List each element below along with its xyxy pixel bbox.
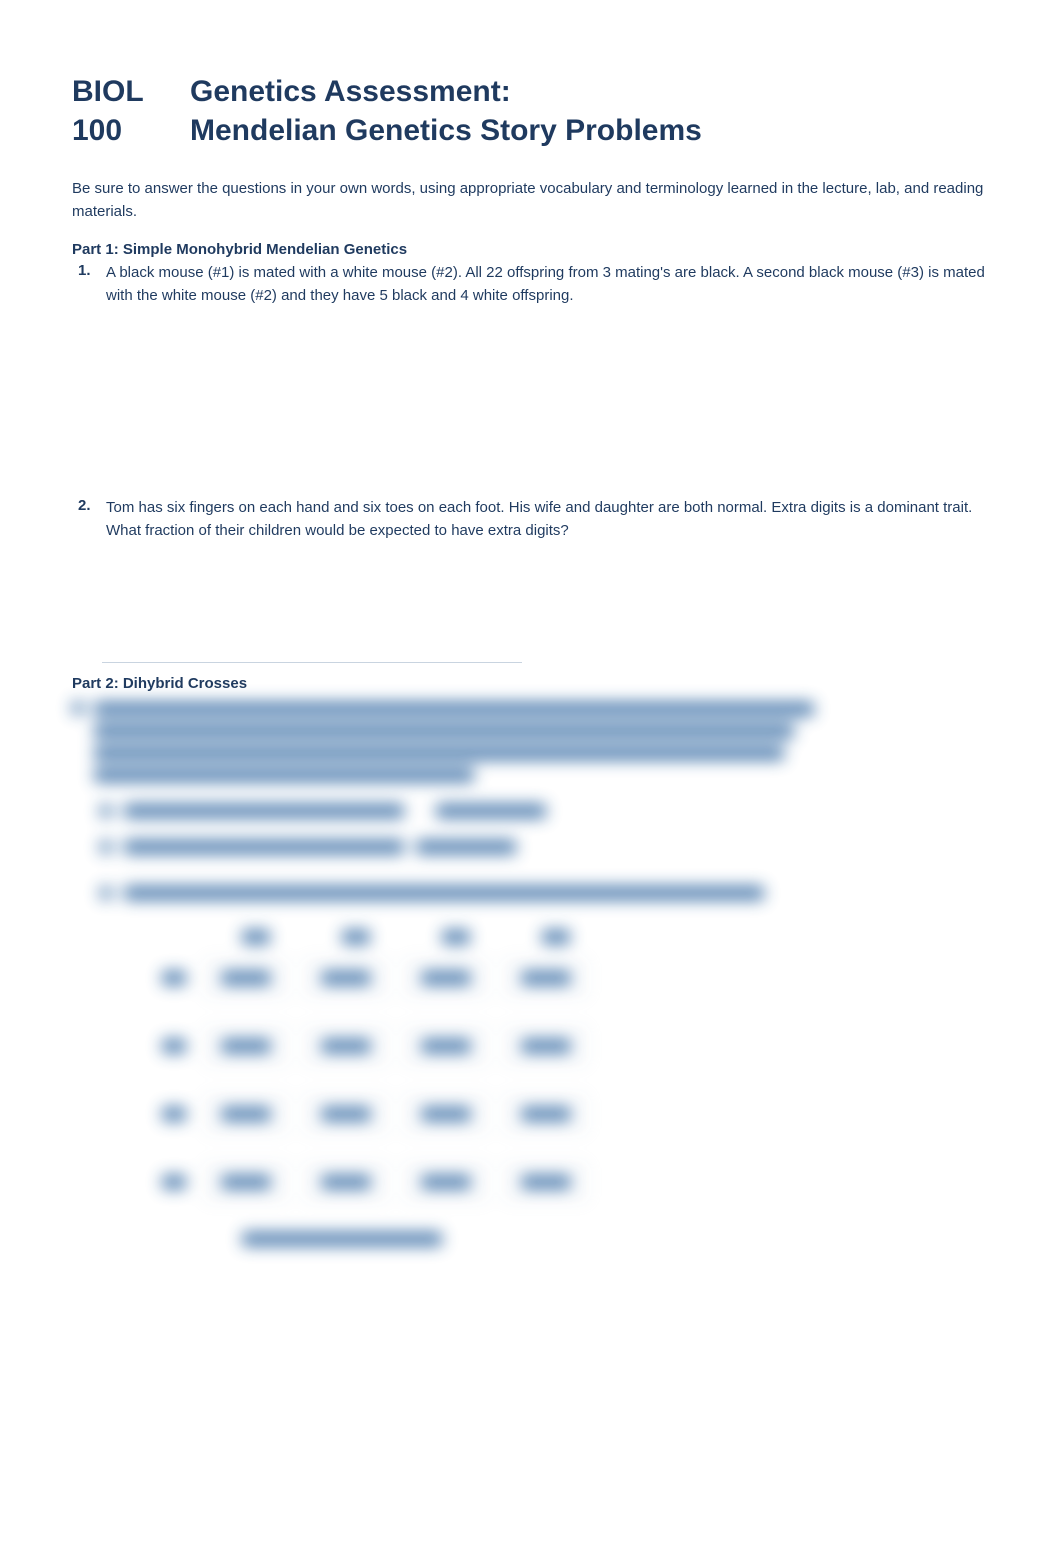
blurred-sub-text [124,804,404,818]
punnett-row-label [162,1107,186,1121]
punnett-cell-value [521,1039,571,1053]
punnett-cell-value [221,1039,271,1053]
punnett-cell [206,1028,286,1064]
punnett-cell [406,1028,486,1064]
part1-heading: Part 1: Simple Monohybrid Mendelian Gene… [72,241,990,258]
punnett-row [162,960,990,996]
blurred-text-line [94,702,814,716]
blurred-text-line [94,724,794,738]
document-title: Genetics Assessment: Mendelian Genetics … [190,72,702,150]
punnett-cell [306,960,386,996]
punnett-row [162,1028,990,1064]
punnett-row [162,1164,990,1200]
blurred-content [72,702,990,1246]
course-code-line2: 100 [72,114,122,147]
punnett-cell [206,960,286,996]
blurred-sub-c [100,886,990,900]
blurred-sub-b [100,840,990,854]
title-line2: Mendelian Genetics Story Problems [190,114,702,147]
blurred-text-line [94,768,474,782]
punnett-row-label [162,971,186,985]
punnett-col-label [442,930,470,944]
punnett-cell-value [221,1175,271,1189]
punnett-cell [306,1096,386,1132]
question-1: 1. A black mouse (#1) is mated with a wh… [72,262,990,307]
blurred-sub-text [124,886,764,900]
blurred-sub-marker [100,805,112,817]
punnett-cell-value [321,1175,371,1189]
punnett-cell [206,1096,286,1132]
punnett-cell [306,1028,386,1064]
blurred-sub-marker [100,841,112,853]
punnett-cell [406,1096,486,1132]
course-code-line1: BIOL [72,75,144,108]
punnett-cell-value [521,1107,571,1121]
blurred-paragraph [94,702,990,782]
punnett-row-label [162,1039,186,1053]
part2-heading: Part 2: Dihybrid Crosses [72,675,990,692]
punnett-cell-value [421,1107,471,1121]
title-line1: Genetics Assessment: [190,75,511,108]
punnett-col-label [242,930,270,944]
punnett-cell-value [521,971,571,985]
punnett-cell-value [421,1175,471,1189]
punnett-cell [406,1164,486,1200]
punnett-cell-value [421,971,471,985]
punnett-cell [506,1028,586,1064]
punnett-cell [506,1164,586,1200]
answer-space [72,317,990,497]
question-number: 2. [78,497,96,542]
punnett-row [162,1096,990,1132]
blurred-question-3 [72,702,990,782]
section-divider [102,662,522,663]
blurred-number-marker [72,702,84,714]
blurred-sub-text [124,840,404,854]
punnett-cell [506,1096,586,1132]
punnett-cell-value [321,971,371,985]
course-code: BIOL 100 [72,72,162,150]
question-number: 1. [78,262,96,307]
blurred-caption-text [242,1232,442,1246]
punnett-col-label [542,930,570,944]
punnett-cell [206,1164,286,1200]
blurred-sub-text [436,804,546,818]
blurred-sub-text [416,840,516,854]
question-text: Tom has six fingers on each hand and six… [106,497,990,542]
punnett-column-headers [242,930,990,944]
blurred-punnett-square [162,930,990,1246]
blurred-sub-a [100,804,990,818]
blurred-text-line [94,746,784,760]
question-2: 2. Tom has six fingers on each hand and … [72,497,990,542]
punnett-cell-value [421,1039,471,1053]
punnett-cell [506,960,586,996]
punnett-row-label [162,1175,186,1189]
punnett-cell-value [221,971,271,985]
punnett-cell-value [521,1175,571,1189]
punnett-col-label [342,930,370,944]
punnett-cell-value [321,1039,371,1053]
blurred-sub-marker [100,887,112,899]
question-text: A black mouse (#1) is mated with a white… [106,262,990,307]
answer-space [72,552,990,662]
punnett-cell [306,1164,386,1200]
instructions-text: Be sure to answer the questions in your … [72,178,990,223]
punnett-caption [242,1232,990,1246]
punnett-cell-value [321,1107,371,1121]
punnett-cell-value [221,1107,271,1121]
document-header: BIOL 100 Genetics Assessment: Mendelian … [72,72,990,150]
punnett-cell [406,960,486,996]
